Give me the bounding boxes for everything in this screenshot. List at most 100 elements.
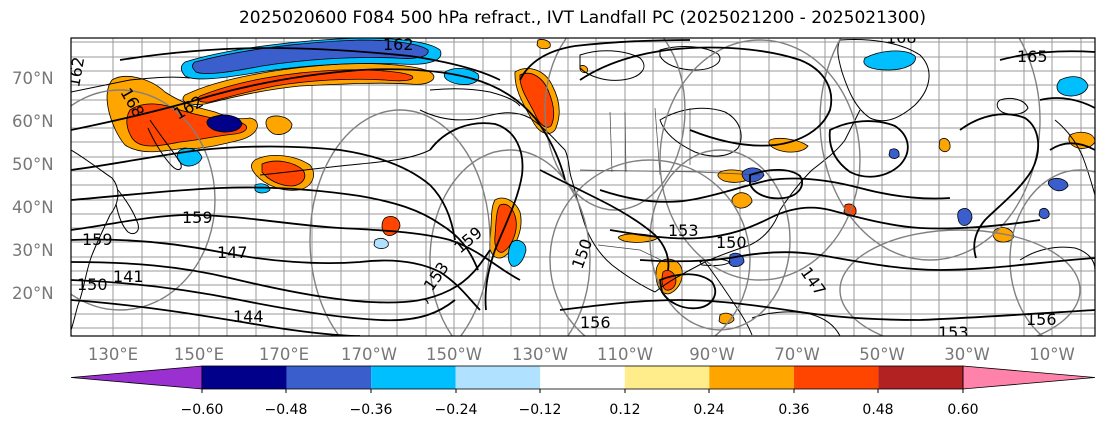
shade-orange-small1 bbox=[265, 115, 293, 135]
shade-atlantic-blue2 bbox=[957, 208, 973, 226]
coast-kamchatka bbox=[147, 119, 182, 170]
colorbar-tick-label: 0.24 bbox=[693, 402, 724, 418]
shade-arctic-red bbox=[197, 69, 414, 103]
contour-1 bbox=[71, 214, 521, 281]
contour-11 bbox=[539, 169, 670, 271]
contour-18 bbox=[959, 113, 1040, 259]
lon-label: 110°W bbox=[597, 345, 653, 364]
lon-label: 170°W bbox=[341, 345, 397, 364]
coast-iceland bbox=[996, 97, 1029, 115]
contour-label: 153 bbox=[668, 221, 699, 240]
contour-label: 156 bbox=[580, 313, 611, 332]
shade-orange-small14 bbox=[718, 312, 735, 325]
lon-label: 150°W bbox=[426, 345, 482, 364]
colorbar-tick-label: −0.36 bbox=[350, 402, 393, 418]
contour-label: 144 bbox=[233, 307, 264, 326]
contour-label: 153 bbox=[938, 323, 969, 342]
shade-pacific-red bbox=[494, 203, 517, 253]
gray-ellipse-9 bbox=[839, 229, 1081, 336]
coast-russia-arctic bbox=[71, 76, 191, 93]
contour-7 bbox=[71, 145, 456, 241]
lat-label: 70°N bbox=[12, 69, 54, 88]
coastlines bbox=[71, 39, 1095, 336]
lon-label: 70°W bbox=[774, 345, 820, 364]
coast-arctic-islands bbox=[579, 50, 645, 81]
contour-label: 159 bbox=[82, 230, 113, 249]
shade-orange-small13 bbox=[938, 138, 951, 153]
shade-greenland-blue2 bbox=[1056, 76, 1089, 97]
coast-asia bbox=[71, 149, 119, 331]
contour-label: 150 bbox=[77, 275, 108, 294]
contour-label: 162 bbox=[383, 35, 414, 54]
contour-label: 150 bbox=[716, 233, 747, 252]
contour-15 bbox=[559, 299, 1095, 321]
colorbar-tick-label: 0.36 bbox=[778, 402, 809, 418]
gray-ellipse-4 bbox=[544, 38, 686, 211]
coast-na-east bbox=[779, 109, 861, 211]
coast-arctic-islands2 bbox=[659, 46, 721, 71]
shade-pacific-lightblue bbox=[373, 238, 389, 249]
contour-label: 168 bbox=[886, 28, 917, 47]
contour-21 bbox=[749, 168, 803, 200]
contour-22 bbox=[1039, 97, 1095, 109]
contour-label: 156 bbox=[1026, 310, 1057, 329]
shade-arctic-blue bbox=[192, 39, 429, 74]
lon-label: 170°E bbox=[259, 345, 309, 364]
contour-label: 147 bbox=[217, 243, 248, 262]
colorbar-bin bbox=[286, 366, 372, 389]
lon-label: 130°E bbox=[88, 345, 138, 364]
lon-label: 90°W bbox=[689, 345, 735, 364]
gray-ellipse-3 bbox=[429, 149, 591, 336]
gray-ellipse-7 bbox=[659, 39, 861, 281]
contour-17 bbox=[519, 39, 691, 81]
contour-14 bbox=[639, 251, 1095, 271]
colorbar-tick-label: −0.12 bbox=[519, 402, 562, 418]
shade-greenland-blue bbox=[863, 50, 916, 71]
colorbar-bin bbox=[878, 366, 963, 389]
contour-2 bbox=[71, 238, 481, 311]
gray-ellipse-8 bbox=[819, 38, 1041, 261]
contour-12 bbox=[599, 177, 951, 203]
gray-ellipse-2 bbox=[309, 109, 491, 336]
lon-label: 50°W bbox=[859, 345, 905, 364]
longitude-axis: 130°E 150°E 170°E 170°W 150°W 130°W 110°… bbox=[88, 345, 1075, 364]
coast-africa bbox=[1019, 246, 1095, 271]
borders bbox=[579, 107, 761, 263]
colorbar: −0.60 −0.48 −0.36 −0.24 −0.12 0.12 0.24 0.36 0.4… bbox=[70, 365, 1096, 418]
contour-6 bbox=[71, 186, 479, 271]
gray-ellipse-5 bbox=[549, 159, 751, 336]
coast-hudson bbox=[659, 107, 742, 157]
coast-europe bbox=[1054, 119, 1095, 196]
height-contours bbox=[71, 39, 1095, 336]
contour-label: 159 bbox=[182, 208, 213, 227]
shade-orange-small2 bbox=[536, 39, 551, 50]
shading-positive bbox=[106, 39, 1095, 325]
shade-orange-small3 bbox=[579, 65, 588, 74]
map-frame bbox=[70, 37, 1096, 337]
contour-13 bbox=[609, 206, 1041, 240]
gray-ellipse-10 bbox=[1009, 169, 1095, 336]
colorbar-frame bbox=[201, 365, 964, 390]
colorbar-bin bbox=[624, 366, 710, 389]
lat-label: 40°N bbox=[12, 198, 54, 217]
shade-japan-red bbox=[261, 160, 306, 187]
colorbar-bin bbox=[540, 366, 625, 389]
coast-greenland bbox=[837, 39, 930, 122]
latitude-axis: 70°N 60°N 50°N 40°N 30°N 20°N bbox=[12, 69, 54, 303]
coast-russia-arctic2 bbox=[429, 88, 521, 107]
shade-darkblue-kamchatka bbox=[206, 114, 243, 133]
lat-label: 30°N bbox=[12, 241, 54, 260]
lon-label: 150°E bbox=[174, 345, 224, 364]
gray-contours bbox=[71, 38, 1095, 336]
coast-central-america bbox=[704, 261, 753, 336]
coast-aleutians bbox=[259, 149, 431, 176]
contour-23 bbox=[1049, 142, 1095, 151]
colorbar-extend-low bbox=[70, 365, 203, 390]
contour-19 bbox=[999, 50, 1095, 61]
colorbar-bin bbox=[793, 366, 879, 389]
lon-label: 30°W bbox=[944, 345, 990, 364]
contour-label: 165 bbox=[1017, 47, 1048, 66]
map-title: 2025020600 F084 500 hPa refract., IVT La… bbox=[238, 8, 926, 28]
coast-alaska bbox=[419, 109, 573, 181]
